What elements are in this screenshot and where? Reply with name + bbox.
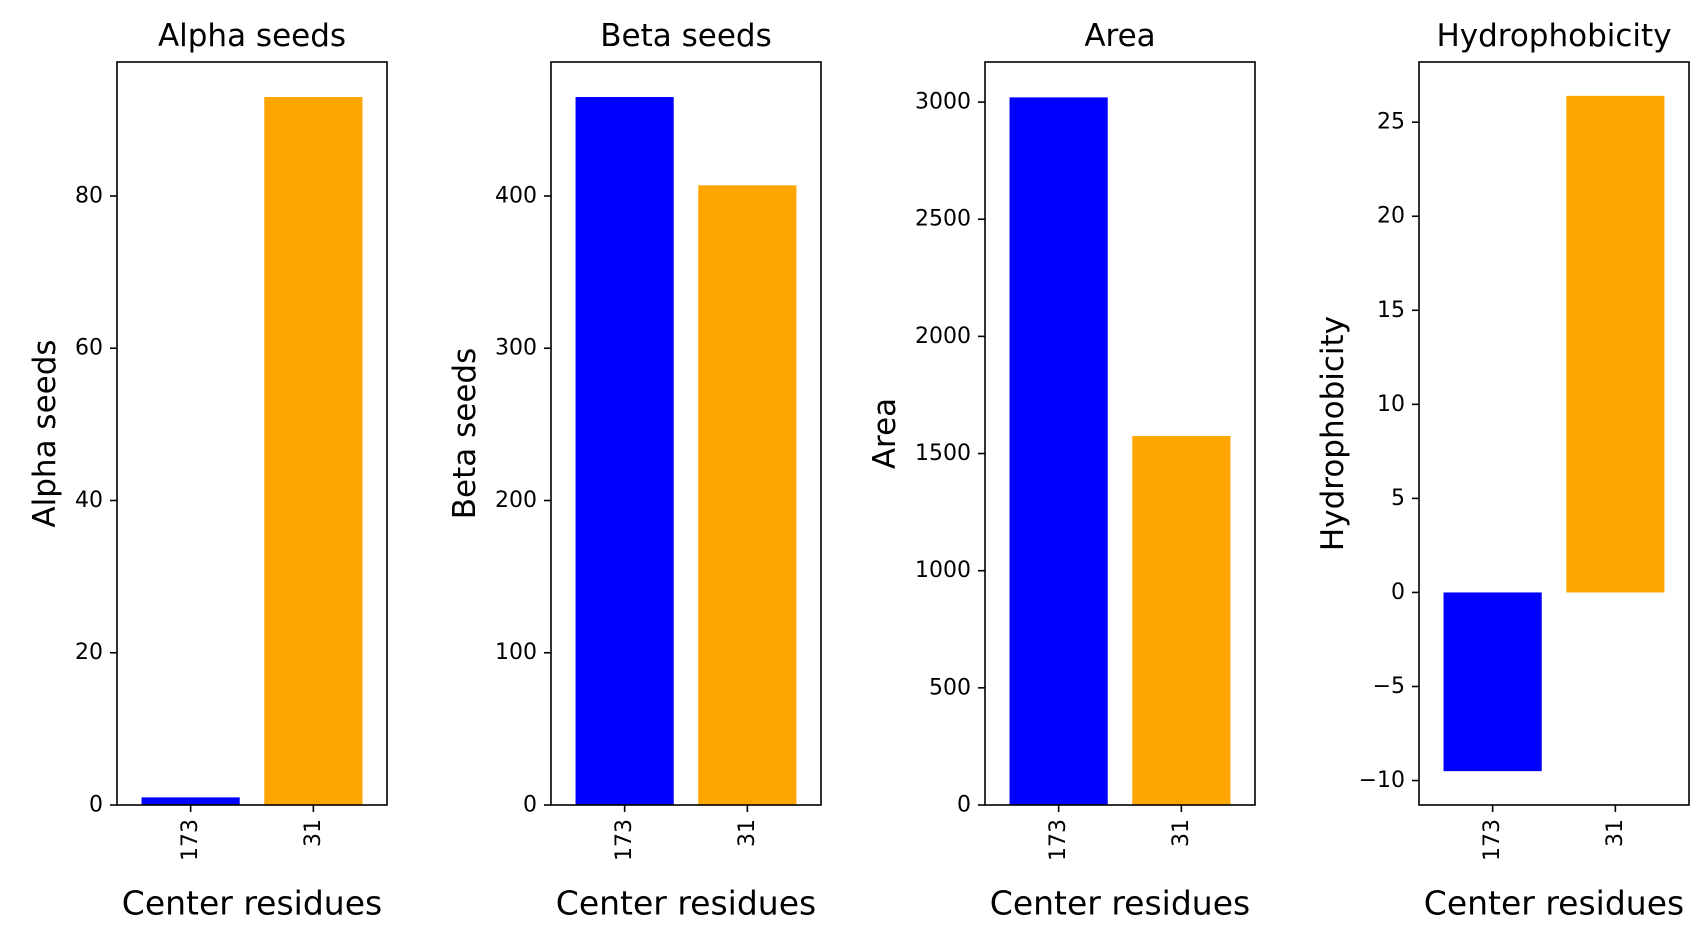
x-tick-label-31: 31 — [301, 819, 326, 847]
x-axis-label: Center residues — [990, 884, 1250, 923]
x-tick-label-31: 31 — [1169, 819, 1194, 847]
x-tick-label-173: 173 — [1046, 819, 1071, 861]
chart-title: Hydrophobicity — [1436, 18, 1671, 54]
chart-title: Alpha seeds — [158, 18, 346, 54]
y-tick-label: 3000 — [915, 90, 971, 115]
bar-173 — [141, 797, 240, 805]
chart-panel-3: 0 500 1000 1500 2000 2500 3000 173 31 Area Center … — [867, 18, 1256, 923]
chart-panel-2: 0 100 200 300 400 173 31 Beta seeds Center resid… — [447, 18, 822, 923]
bar-31 — [1132, 435, 1231, 805]
bar-31 — [1566, 95, 1665, 593]
chart-title: Beta seeds — [600, 18, 771, 54]
y-tick-label: 1000 — [915, 558, 971, 583]
y-tick-label: −5 — [1373, 674, 1405, 699]
y-tick-label: 0 — [957, 793, 971, 818]
bar-173 — [1009, 97, 1108, 805]
y-tick-label: 80 — [75, 183, 103, 208]
y-tick-label: 200 — [495, 488, 537, 513]
y-tick-label: 0 — [1391, 580, 1405, 605]
y-tick-label: 60 — [75, 336, 103, 361]
y-tick-label: 10 — [1377, 392, 1405, 417]
y-axis-label: Beta seeds — [447, 348, 483, 519]
x-tick-label-173: 173 — [612, 819, 637, 861]
x-tick-label-173: 173 — [178, 819, 203, 861]
y-tick-label: 2000 — [915, 324, 971, 349]
y-tick-label: 0 — [89, 793, 103, 818]
y-tick-label: 500 — [929, 675, 971, 700]
y-axis-label: Alpha seeds — [27, 339, 63, 527]
bar-31 — [264, 97, 363, 806]
y-axis-label: Hydrophobicity — [1315, 316, 1351, 551]
chart-panel-1: 0 20 40 60 80 173 31 Alpha seeds Center residues… — [27, 18, 388, 923]
y-tick-label: 1500 — [915, 441, 971, 466]
axes-frame — [116, 61, 388, 806]
y-tick-label: 5 — [1391, 486, 1405, 511]
y-tick-label: 300 — [495, 336, 537, 361]
y-tick-label: 100 — [495, 640, 537, 665]
y-tick-label: 20 — [1377, 204, 1405, 229]
x-axis-label: Center residues — [1424, 884, 1684, 923]
axes-frame — [984, 61, 1256, 806]
x-tick-label-31: 31 — [735, 819, 760, 847]
chart-panel-4: −10 −5 0 5 10 15 20 25 173 31 Hydrophobicity Center… — [1315, 18, 1690, 923]
x-tick-label-31: 31 — [1603, 819, 1628, 847]
y-tick-label: 25 — [1377, 110, 1405, 135]
y-tick-label: 400 — [495, 183, 537, 208]
bar-31 — [698, 185, 797, 806]
bar-173 — [1443, 592, 1542, 772]
axes-frame — [1418, 61, 1690, 806]
x-axis-label: Center residues — [122, 884, 382, 923]
y-tick-label: 0 — [523, 793, 537, 818]
y-axis-label: Area — [867, 398, 903, 469]
axes-frame — [550, 61, 822, 806]
y-tick-label: 2500 — [915, 207, 971, 232]
y-tick-label: −10 — [1359, 768, 1405, 793]
y-tick-label: 20 — [75, 640, 103, 665]
bar-173 — [575, 97, 674, 806]
x-tick-label-173: 173 — [1480, 819, 1505, 861]
chart-title: Area — [1084, 18, 1155, 54]
x-axis-label: Center residues — [556, 884, 816, 923]
y-tick-label: 40 — [75, 488, 103, 513]
y-tick-label: 15 — [1377, 298, 1405, 323]
